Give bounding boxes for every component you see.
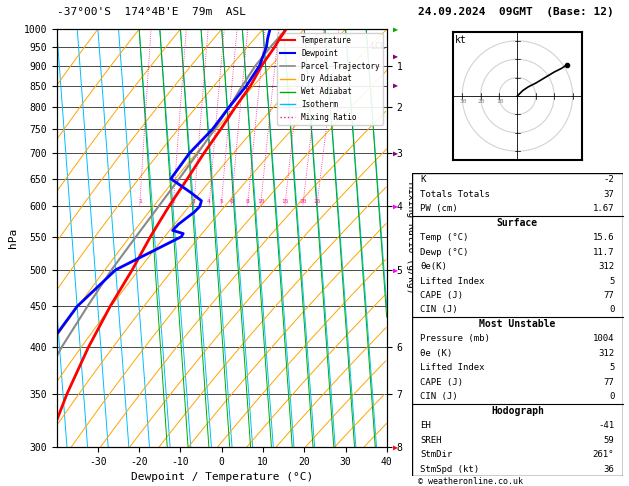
Text: 77: 77 <box>604 378 615 387</box>
Text: Hodograph: Hodograph <box>491 406 544 416</box>
Text: Lifted Index: Lifted Index <box>420 364 485 372</box>
Text: EH: EH <box>420 421 431 430</box>
Text: 1: 1 <box>138 199 142 204</box>
Text: 3: 3 <box>192 199 196 204</box>
Text: -41: -41 <box>598 421 615 430</box>
Text: θe(K): θe(K) <box>420 262 447 271</box>
Text: Totals Totals: Totals Totals <box>420 190 490 199</box>
Text: CAPE (J): CAPE (J) <box>420 378 464 387</box>
Legend: Temperature, Dewpoint, Parcel Trajectory, Dry Adiabat, Wet Adiabat, Isotherm, Mi: Temperature, Dewpoint, Parcel Trajectory… <box>277 33 383 125</box>
Text: 312: 312 <box>598 349 615 358</box>
Text: 8: 8 <box>246 199 250 204</box>
Text: CIN (J): CIN (J) <box>420 392 458 401</box>
Text: CIN (J): CIN (J) <box>420 305 458 314</box>
Text: 30: 30 <box>459 99 467 104</box>
Text: 5: 5 <box>220 199 223 204</box>
Text: 36: 36 <box>604 465 615 473</box>
Text: 0: 0 <box>609 305 615 314</box>
Text: 10: 10 <box>496 99 504 104</box>
Text: ▶: ▶ <box>393 265 398 274</box>
Text: ▶: ▶ <box>393 52 398 61</box>
Text: 5: 5 <box>609 277 615 285</box>
Text: ▶: ▶ <box>393 202 398 211</box>
Text: Surface: Surface <box>497 218 538 228</box>
Text: K: K <box>420 175 426 184</box>
Y-axis label: hPa: hPa <box>8 228 18 248</box>
Text: 20: 20 <box>299 199 306 204</box>
Text: StmDir: StmDir <box>420 450 453 459</box>
Text: 24.09.2024  09GMT  (Base: 12): 24.09.2024 09GMT (Base: 12) <box>418 7 614 17</box>
Text: 20: 20 <box>477 99 485 104</box>
X-axis label: Dewpoint / Temperature (°C): Dewpoint / Temperature (°C) <box>131 472 313 483</box>
Text: ▶: ▶ <box>393 149 398 157</box>
Text: 25: 25 <box>313 199 321 204</box>
Text: 4: 4 <box>207 199 211 204</box>
Text: Most Unstable: Most Unstable <box>479 319 555 330</box>
Text: LCL: LCL <box>370 42 386 52</box>
Text: 15: 15 <box>281 199 289 204</box>
Text: Lifted Index: Lifted Index <box>420 277 485 285</box>
Y-axis label: Mixing Ratio (g/kg): Mixing Ratio (g/kg) <box>406 182 416 294</box>
Text: 11.7: 11.7 <box>593 247 615 257</box>
Text: ▶: ▶ <box>393 81 398 90</box>
Text: SREH: SREH <box>420 435 442 445</box>
Text: 261°: 261° <box>593 450 615 459</box>
Text: Temp (°C): Temp (°C) <box>420 233 469 242</box>
Text: StmSpd (kt): StmSpd (kt) <box>420 465 479 473</box>
Text: 10: 10 <box>257 199 264 204</box>
Text: 312: 312 <box>598 262 615 271</box>
Text: 6: 6 <box>230 199 233 204</box>
Text: 15.6: 15.6 <box>593 233 615 242</box>
Text: Pressure (mb): Pressure (mb) <box>420 334 490 344</box>
Text: 77: 77 <box>604 291 615 300</box>
Text: 5: 5 <box>609 364 615 372</box>
Text: ▶: ▶ <box>393 25 398 34</box>
Text: 1.67: 1.67 <box>593 204 615 213</box>
Text: ▶: ▶ <box>393 443 398 451</box>
Text: 59: 59 <box>604 435 615 445</box>
Text: Dewp (°C): Dewp (°C) <box>420 247 469 257</box>
Text: PW (cm): PW (cm) <box>420 204 458 213</box>
Text: 37: 37 <box>604 190 615 199</box>
Text: CAPE (J): CAPE (J) <box>420 291 464 300</box>
Text: -37°00'S  174°4B'E  79m  ASL: -37°00'S 174°4B'E 79m ASL <box>57 7 245 17</box>
Text: θe (K): θe (K) <box>420 349 453 358</box>
Text: 0: 0 <box>609 392 615 401</box>
Text: 1004: 1004 <box>593 334 615 344</box>
Text: -2: -2 <box>604 175 615 184</box>
Text: © weatheronline.co.uk: © weatheronline.co.uk <box>418 477 523 486</box>
Text: kt: kt <box>455 35 467 45</box>
Text: 2: 2 <box>171 199 175 204</box>
